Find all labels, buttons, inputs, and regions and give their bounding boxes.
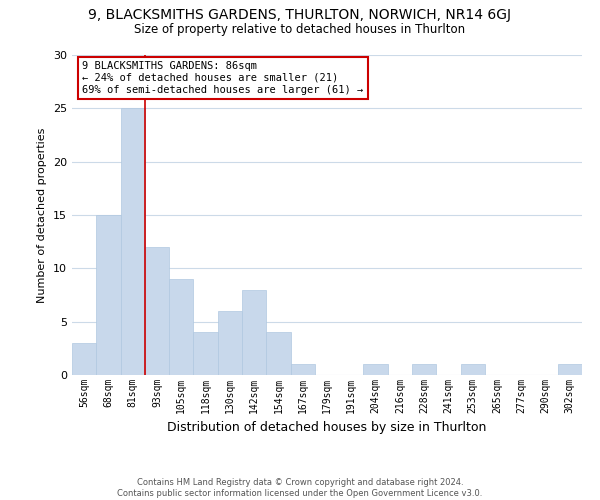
Bar (290, 364, 315, 375)
Bar (364, 364, 388, 375)
Bar (242, 290, 266, 375)
Bar (461, 364, 485, 375)
Bar (72, 343, 96, 375)
Text: Size of property relative to detached houses in Thurlton: Size of property relative to detached ho… (134, 22, 466, 36)
Bar (218, 311, 242, 375)
Text: 9 BLACKSMITHS GARDENS: 86sqm
← 24% of detached houses are smaller (21)
69% of se: 9 BLACKSMITHS GARDENS: 86sqm ← 24% of de… (82, 62, 364, 94)
Y-axis label: Number of detached properties: Number of detached properties (37, 128, 47, 302)
Bar (96, 215, 121, 375)
Text: Contains HM Land Registry data © Crown copyright and database right 2024.
Contai: Contains HM Land Registry data © Crown c… (118, 478, 482, 498)
Bar (193, 332, 218, 375)
Bar (145, 247, 169, 375)
Bar (266, 332, 290, 375)
Bar (412, 364, 436, 375)
X-axis label: Distribution of detached houses by size in Thurlton: Distribution of detached houses by size … (167, 422, 487, 434)
Text: 9, BLACKSMITHS GARDENS, THURLTON, NORWICH, NR14 6GJ: 9, BLACKSMITHS GARDENS, THURLTON, NORWIC… (89, 8, 511, 22)
Bar (558, 364, 582, 375)
Bar (121, 108, 145, 375)
Bar (169, 279, 193, 375)
